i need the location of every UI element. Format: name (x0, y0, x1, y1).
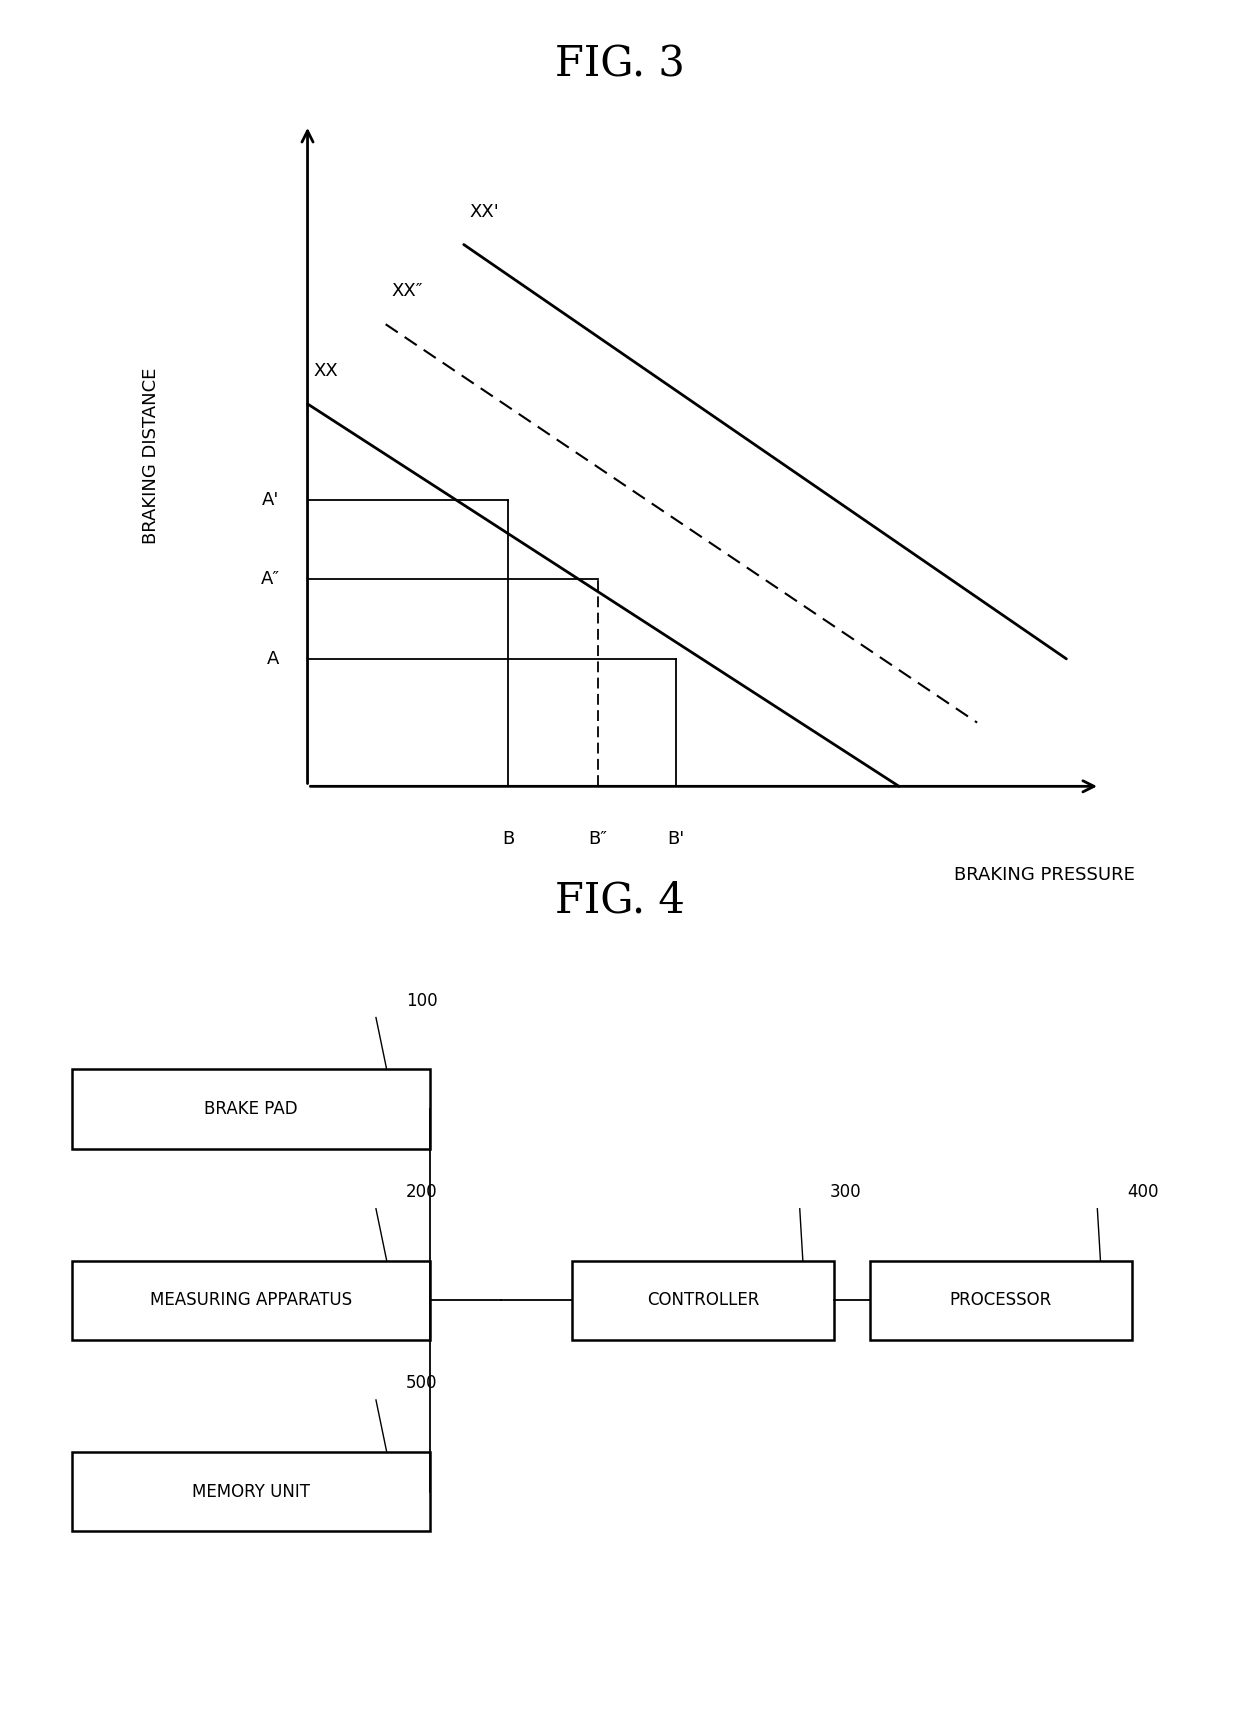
Text: MEMORY UNIT: MEMORY UNIT (192, 1483, 310, 1500)
Text: B: B (502, 830, 515, 849)
Text: XX: XX (312, 362, 337, 379)
Text: FIG. 3: FIG. 3 (556, 43, 684, 85)
Text: A″: A″ (260, 570, 280, 589)
Text: 300: 300 (830, 1183, 861, 1200)
Text: FIG. 4: FIG. 4 (556, 880, 684, 921)
Text: B': B' (667, 830, 684, 849)
FancyBboxPatch shape (72, 1261, 429, 1341)
Text: XX': XX' (469, 203, 498, 220)
Text: BRAKE PAD: BRAKE PAD (205, 1100, 298, 1119)
Text: B″: B″ (588, 830, 608, 849)
Text: CONTROLLER: CONTROLLER (647, 1292, 760, 1309)
Text: PROCESSOR: PROCESSOR (950, 1292, 1052, 1309)
Text: 400: 400 (1127, 1183, 1158, 1200)
Text: 500: 500 (405, 1373, 438, 1393)
FancyBboxPatch shape (870, 1261, 1132, 1341)
Text: 200: 200 (405, 1183, 438, 1200)
Text: BRAKING DISTANCE: BRAKING DISTANCE (143, 367, 160, 544)
Text: A': A' (262, 490, 280, 509)
FancyBboxPatch shape (72, 1069, 429, 1148)
FancyBboxPatch shape (72, 1451, 429, 1531)
Text: XX″: XX″ (392, 282, 423, 300)
Text: A: A (268, 650, 280, 669)
FancyBboxPatch shape (573, 1261, 835, 1341)
Text: BRAKING PRESSURE: BRAKING PRESSURE (954, 866, 1135, 883)
Text: MEASURING APPARATUS: MEASURING APPARATUS (150, 1292, 352, 1309)
Text: 100: 100 (405, 992, 438, 1010)
